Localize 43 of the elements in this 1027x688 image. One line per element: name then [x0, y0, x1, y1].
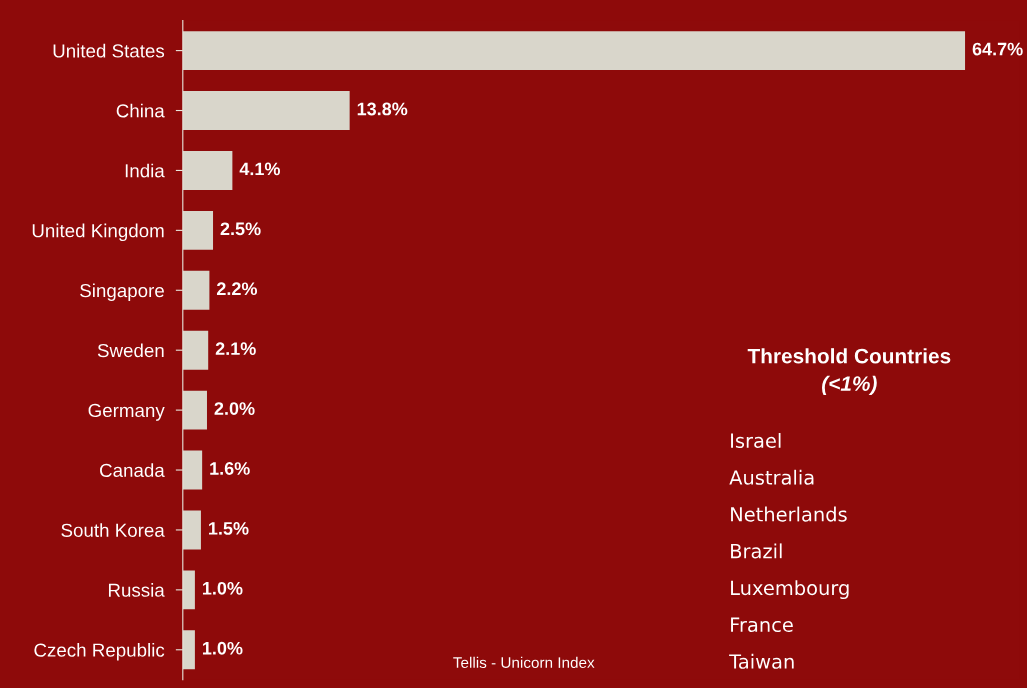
bar	[182, 450, 203, 490]
annotation: Australia	[729, 469, 814, 485]
bar	[182, 270, 210, 310]
annotation: Brazil	[731, 543, 782, 559]
data-label: 1.6%	[210, 462, 250, 475]
data-label: 2.2%	[216, 282, 258, 296]
y-tick-label: United States	[53, 43, 165, 58]
y-tick-label: China	[116, 103, 165, 118]
data-label: 2.1%	[215, 342, 256, 355]
bar	[182, 210, 214, 250]
y-tick-label: Singapore	[80, 283, 164, 301]
annotation: France	[731, 617, 793, 633]
bar	[182, 390, 207, 430]
bar	[182, 570, 195, 610]
y-tick-label: South Korea	[61, 523, 165, 537]
y-tick-label: Germany	[88, 403, 165, 421]
annotation: Luxembourg	[731, 580, 849, 600]
annotation: Israel	[731, 432, 781, 449]
bar	[182, 630, 195, 670]
data-label: 1.0%	[202, 581, 243, 595]
bar	[182, 510, 201, 550]
data-label: 1.0%	[202, 641, 243, 655]
y-tick-label: Russia	[108, 583, 165, 597]
annotation: Netherlands	[731, 506, 847, 522]
y-tick-label: Czech Republic	[34, 642, 165, 661]
data-label: 4.1%	[239, 162, 280, 176]
y-tick-label: India	[125, 163, 165, 178]
y-tick-label: Sweden	[97, 343, 164, 358]
bar	[182, 91, 350, 130]
data-label: 1.5%	[209, 522, 249, 535]
annotation: Tellis - Unicorn Index	[453, 656, 595, 669]
y-tick-label: United Kingdom	[32, 223, 164, 242]
bar	[182, 330, 209, 370]
data-label: 2.0%	[214, 402, 255, 415]
annotation: Threshold Countries	[747, 348, 951, 364]
bar	[182, 31, 966, 71]
y-tick-label: Canada	[100, 463, 165, 478]
data-label: 64.7%	[972, 42, 1023, 56]
bar	[182, 150, 233, 190]
data-label: 2.5%	[220, 222, 261, 236]
annotation: Taiwan	[729, 653, 794, 669]
annotation: (<1%)	[822, 375, 877, 396]
data-label: 13.8%	[357, 102, 408, 116]
